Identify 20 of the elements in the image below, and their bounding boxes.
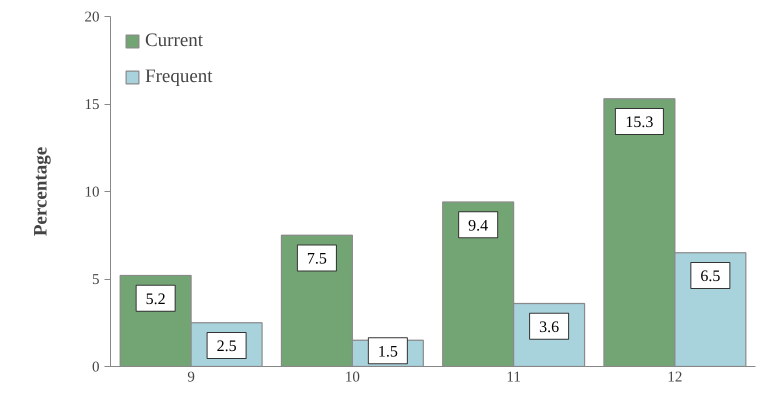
data-label: 6.5 (700, 268, 720, 285)
legend-label: Frequent (145, 66, 213, 88)
data-label: 7.5 (306, 250, 327, 268)
y-axis-title: Percentage (30, 146, 52, 236)
data-label: 1.5 (378, 343, 398, 360)
data-label: 9.4 (468, 217, 488, 234)
y-tick-label: 15 (84, 97, 100, 113)
x-tick-label: 11 (506, 370, 521, 386)
x-tick-label: 12 (667, 370, 682, 386)
legend-label: Current (145, 30, 204, 52)
y-tick-label: 20 (84, 10, 100, 26)
x-tick-label: 9 (187, 370, 195, 386)
x-tick-label: 10 (344, 370, 360, 386)
y-tick-label: 0 (92, 360, 100, 376)
data-label: 3.6 (539, 318, 560, 336)
data-label: 5.2 (146, 290, 166, 308)
y-tick-label: 5 (92, 272, 100, 288)
y-tick-label: 10 (84, 184, 100, 200)
data-label: 15.3 (625, 114, 654, 131)
data-label: 2.5 (216, 338, 237, 355)
